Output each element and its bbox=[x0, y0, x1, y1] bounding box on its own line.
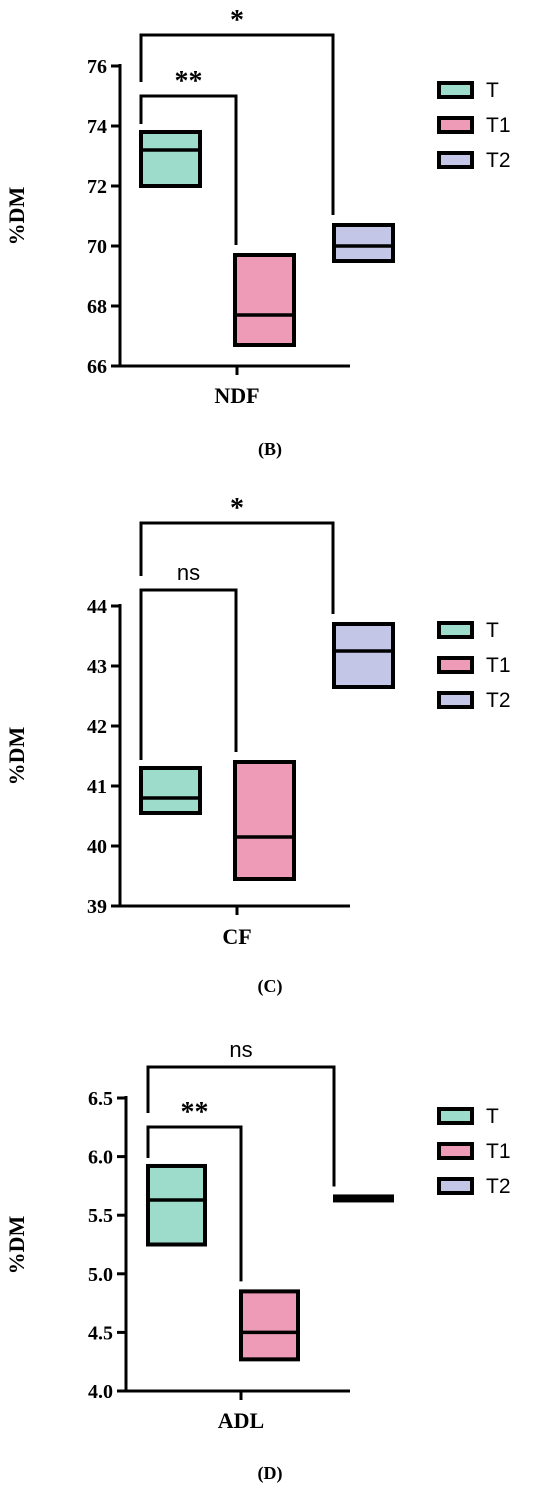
y-tick-label: 6.5 bbox=[88, 1088, 113, 1110]
y-tick-label: 76 bbox=[87, 56, 107, 78]
legend-swatch-t2 bbox=[437, 691, 474, 709]
significance-bracket bbox=[139, 521, 335, 614]
legend: T T1 T2 bbox=[437, 1105, 511, 1198]
significance-label: ** bbox=[181, 1097, 209, 1128]
y-tick-label: 44 bbox=[87, 596, 107, 618]
box-t2 bbox=[332, 223, 395, 263]
box-t2 bbox=[332, 622, 395, 689]
significance-bracket bbox=[146, 1065, 336, 1187]
legend-label: T2 bbox=[486, 149, 511, 172]
significance-label: * bbox=[230, 5, 244, 36]
y-tick-label: 42 bbox=[87, 716, 107, 738]
significance-bracket bbox=[146, 1125, 243, 1282]
box-t bbox=[139, 766, 202, 815]
y-axis-label: %DM bbox=[4, 1215, 29, 1274]
box-t1 bbox=[233, 760, 296, 881]
legend-swatch-t bbox=[437, 621, 474, 639]
y-tick-label: 40 bbox=[87, 836, 107, 858]
legend-swatch-t1 bbox=[437, 116, 474, 134]
panel-label: (C) bbox=[258, 976, 283, 997]
significance-label: * bbox=[230, 493, 244, 524]
y-tick-label: 74 bbox=[87, 116, 107, 138]
y-tick-label: 4.0 bbox=[88, 1381, 113, 1403]
y-tick-label: 70 bbox=[87, 236, 107, 258]
box-t bbox=[139, 130, 202, 188]
chart-panel-3: 4.0 4.5 5.0 5.5 6.0 6.5 ** ns %DM ADL (D) T T1 T2 bbox=[4, 1037, 511, 1484]
y-tick-label: 4.5 bbox=[88, 1322, 113, 1344]
panel-label: (B) bbox=[258, 439, 282, 460]
legend-label: T1 bbox=[486, 654, 511, 677]
y-tick-label: 5.0 bbox=[88, 1264, 113, 1286]
legend-swatch-t1 bbox=[437, 656, 474, 674]
legend-label: T2 bbox=[486, 689, 511, 712]
significance-bracket bbox=[139, 94, 238, 245]
legend-label: T bbox=[486, 619, 499, 642]
legend-swatch-t bbox=[437, 1107, 474, 1125]
legend-swatch-t2 bbox=[437, 151, 474, 169]
legend: T T1 T2 bbox=[437, 79, 511, 172]
legend-label: T2 bbox=[486, 1175, 511, 1198]
significance-label: ** bbox=[175, 66, 203, 97]
box-t1 bbox=[239, 1289, 300, 1362]
y-tick-label: 43 bbox=[87, 656, 107, 678]
legend-label: T1 bbox=[486, 1140, 511, 1163]
significance-bracket bbox=[139, 588, 238, 760]
legend: T T1 T2 bbox=[437, 619, 511, 712]
significance-label: ns bbox=[177, 560, 200, 585]
significance-bracket bbox=[139, 33, 335, 215]
y-tick-label: 72 bbox=[87, 176, 107, 198]
box-t1 bbox=[233, 253, 296, 347]
legend-swatch-t2 bbox=[437, 1177, 474, 1195]
legend-label: T bbox=[486, 79, 499, 102]
legend-label: T bbox=[486, 1105, 499, 1128]
legend-swatch-t1 bbox=[437, 1142, 474, 1160]
chart-panel-2: 39 40 41 42 43 44 ns * %DM CF (C) T T1 T2 bbox=[4, 493, 511, 997]
panel-label: (D) bbox=[258, 1463, 283, 1484]
y-tick-label: 66 bbox=[87, 356, 107, 378]
significance-label: ns bbox=[229, 1037, 252, 1062]
y-axis-label: %DM bbox=[4, 726, 29, 785]
x-axis-label: CF bbox=[222, 924, 251, 949]
legend-swatch-t bbox=[437, 81, 474, 99]
y-tick-label: 41 bbox=[87, 776, 107, 798]
y-tick-label: 39 bbox=[87, 896, 107, 918]
x-axis-label: NDF bbox=[214, 383, 259, 408]
legend-label: T1 bbox=[486, 114, 511, 137]
y-tick-label: 5.5 bbox=[88, 1205, 113, 1227]
box-t bbox=[146, 1163, 207, 1247]
y-axis-label: %DM bbox=[4, 186, 29, 245]
y-tick-label: 68 bbox=[87, 296, 107, 318]
x-axis-label: ADL bbox=[218, 1408, 264, 1433]
y-tick-label: 6.0 bbox=[88, 1147, 113, 1169]
